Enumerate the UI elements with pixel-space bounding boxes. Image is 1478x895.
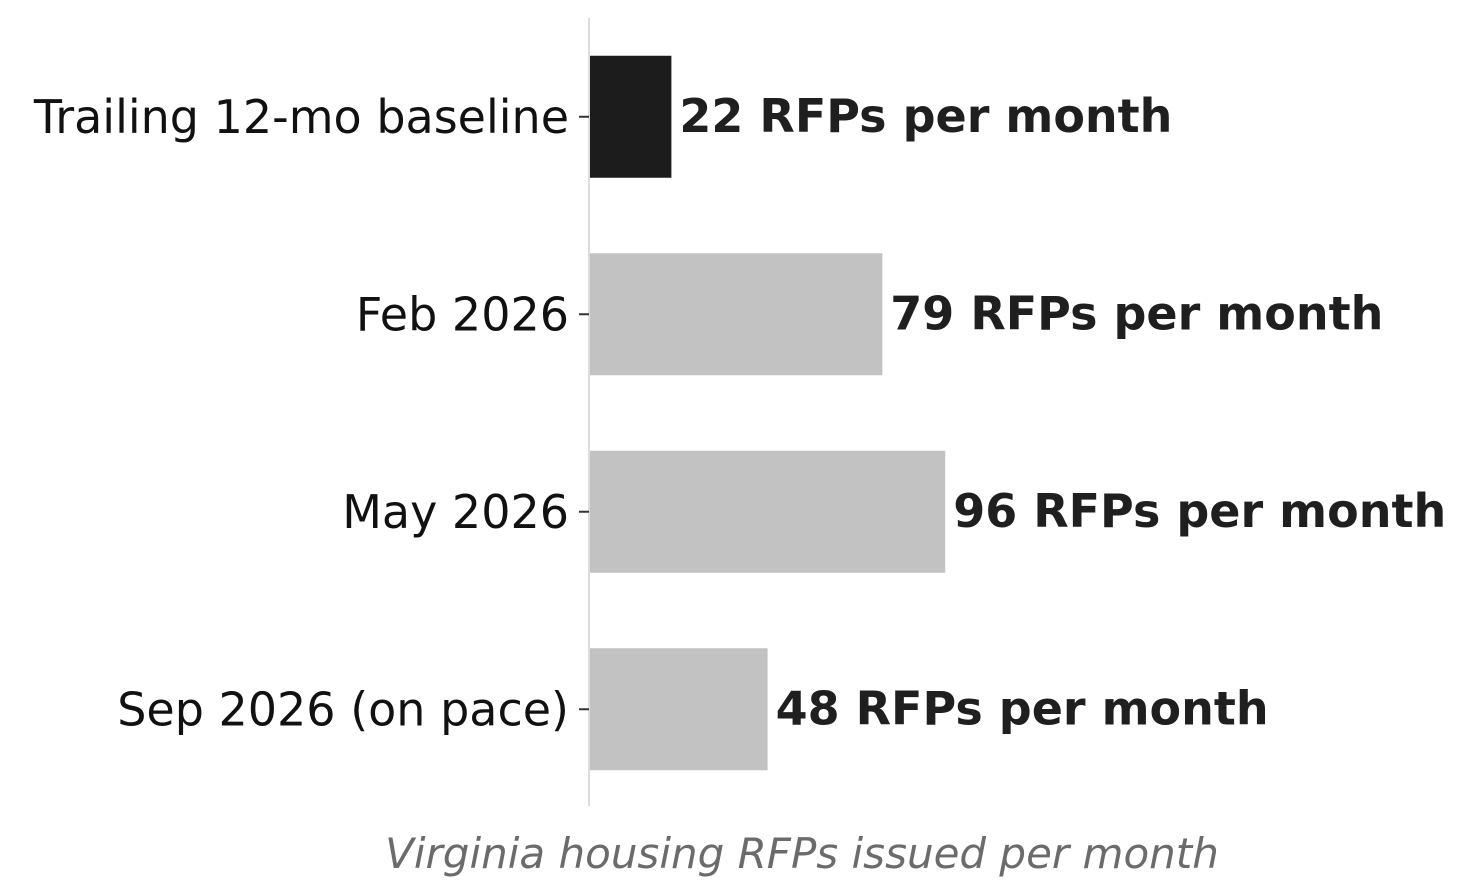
- value-labels-group: 22 RFPs per month 79 RFPs per month 96 RFP…: [679, 89, 1446, 736]
- value-label-1: 79 RFPs per month: [890, 286, 1383, 340]
- category-label-2: May 2026: [342, 485, 569, 539]
- value-label-3: 48 RFPs per month: [776, 681, 1269, 735]
- bars-group: [590, 55, 946, 771]
- category-label-1: Feb 2026: [356, 287, 569, 341]
- value-label-0: 22 RFPs per month: [679, 89, 1172, 143]
- category-labels-group: Trailing 12-mo baseline Feb 2026 May 2026 S…: [33, 90, 569, 737]
- bar-1: [590, 253, 883, 376]
- category-label-3: Sep 2026 (on pace): [117, 682, 569, 736]
- bar-3: [590, 648, 768, 771]
- y-ticks-group: [579, 115, 589, 711]
- bar-2: [590, 450, 946, 573]
- category-label-0: Trailing 12-mo baseline: [33, 90, 569, 144]
- bar-0: [590, 55, 672, 178]
- value-label-2: 96 RFPs per month: [953, 484, 1446, 538]
- x-axis-title: Virginia housing RFPs issued per month: [385, 829, 1219, 878]
